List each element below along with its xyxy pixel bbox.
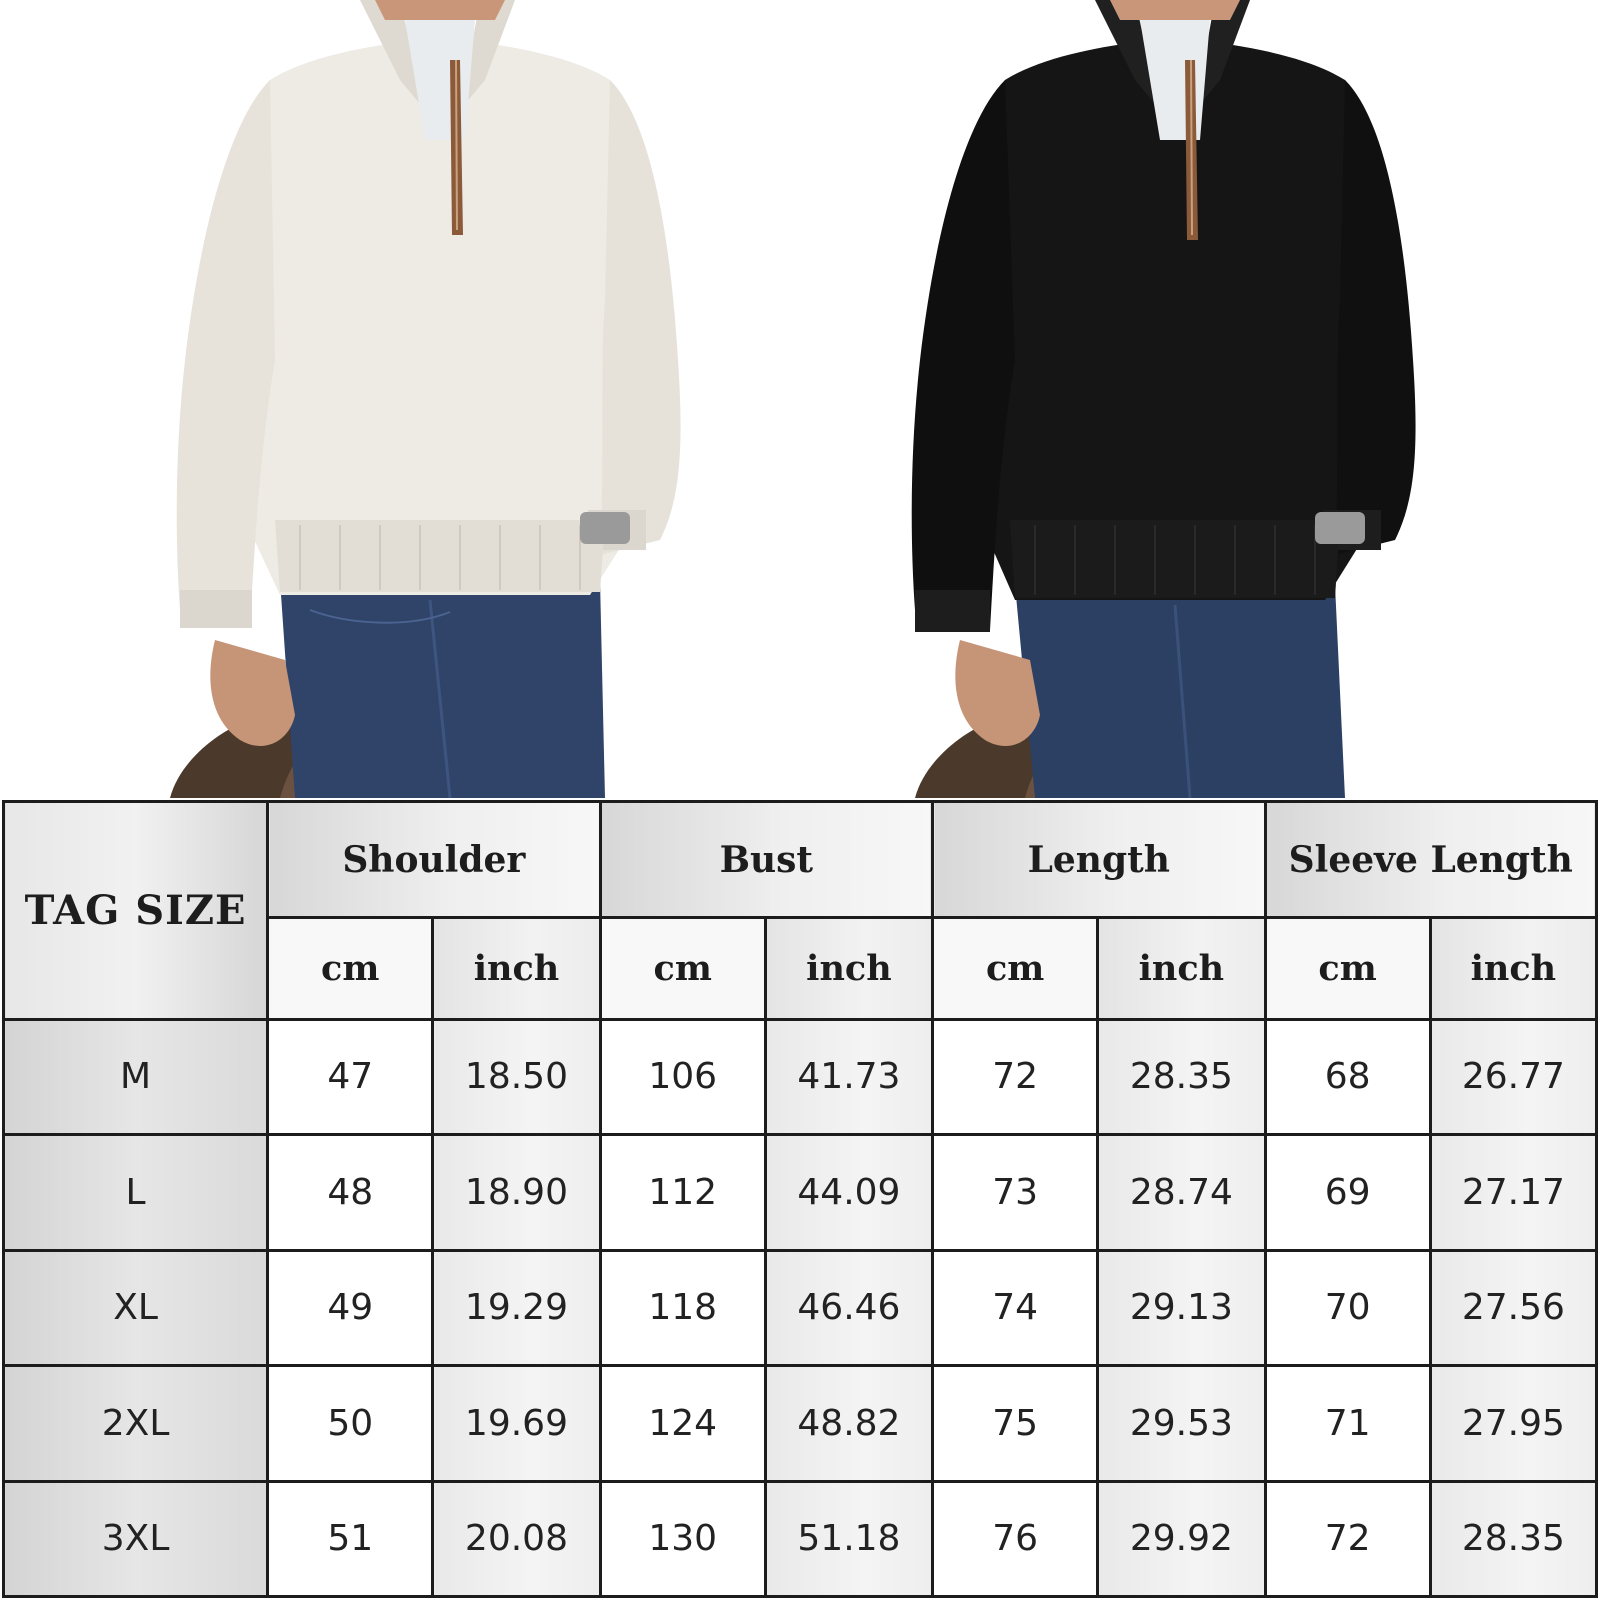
bust-inch-cell: 51.18: [763, 1479, 935, 1599]
black-sweater-photo: [911, 0, 1416, 798]
tag-size-cell: XL: [1, 1248, 270, 1368]
length-inch-cell: 28.74: [1096, 1133, 1267, 1252]
bust-cm-cell: 118: [598, 1248, 767, 1368]
shoulder-cm-cell: 47: [266, 1017, 435, 1137]
table-row: 2XL 50 19.69 124 48.82 75 29.53 71 27.95: [1, 1364, 1599, 1483]
tag-size-cell: L: [1, 1133, 270, 1252]
bust-cm-cell: 112: [598, 1133, 767, 1252]
shoulder-inch-cell: 19.29: [431, 1248, 602, 1368]
bust-cm-cell: 130: [598, 1479, 767, 1599]
sleeve-cm-cell: 70: [1263, 1248, 1432, 1368]
shoulder-cm-cell: 50: [266, 1364, 435, 1483]
tag-size-cell: 3XL: [1, 1479, 270, 1599]
length-header: Length: [931, 799, 1267, 920]
sleeve-cm-cell: 71: [1263, 1364, 1432, 1483]
length-cm-cell: 76: [931, 1479, 1100, 1599]
table-row: L 48 18.90 112 44.09 73 28.74 69 27.17: [1, 1133, 1599, 1252]
header-group-row: TAG SIZE Shoulder Bust Length Sleeve Len…: [1, 799, 1598, 1021]
bust-cm-cell: 124: [598, 1364, 767, 1483]
length-inch-cell: 28.35: [1096, 1017, 1267, 1137]
shoulder-inch-cell: 18.90: [431, 1133, 602, 1252]
table-row: M 47 18.50 106 41.73 72 28.35 68 26.77: [1, 1017, 1599, 1137]
size-table: TAG SIZE Shoulder Bust Length Sleeve Len…: [1, 799, 1599, 1599]
unit-inch-header: inch: [1096, 916, 1267, 1021]
table-row: 3XL 51 20.08 130 51.18 76 29.92 72 28.35: [1, 1479, 1599, 1599]
length-cm-cell: 75: [931, 1364, 1100, 1483]
shoulder-cm-cell: 51: [266, 1479, 435, 1599]
sleeve-inch-cell: 27.17: [1428, 1133, 1599, 1252]
shoulder-cm-cell: 49: [266, 1248, 435, 1368]
unit-cm-header: cm: [931, 916, 1100, 1021]
size-chart: TAG SIZE Shoulder Bust Length Sleeve Len…: [0, 799, 1600, 1600]
sleeve-inch-cell: 28.35: [1428, 1479, 1599, 1599]
unit-inch-header: inch: [431, 916, 602, 1021]
tag-size-cell: M: [1, 1017, 270, 1137]
bust-header: Bust: [598, 799, 935, 920]
sleeve-length-header: Sleeve Length: [1263, 799, 1598, 920]
sleeve-inch-cell: 27.95: [1428, 1364, 1599, 1483]
length-inch-cell: 29.13: [1096, 1248, 1267, 1368]
product-photos: [0, 0, 1600, 798]
white-sweater-photo: [170, 0, 681, 798]
length-cm-cell: 72: [931, 1017, 1100, 1137]
shoulder-cm-cell: 48: [266, 1133, 435, 1252]
bust-inch-cell: 48.82: [763, 1364, 935, 1483]
length-cm-cell: 73: [931, 1133, 1100, 1252]
sleeve-cm-cell: 69: [1263, 1133, 1432, 1252]
unit-inch-header: inch: [763, 916, 935, 1021]
length-inch-cell: 29.92: [1096, 1479, 1267, 1599]
sleeve-cm-cell: 72: [1263, 1479, 1432, 1599]
shoulder-inch-cell: 20.08: [431, 1479, 602, 1599]
bust-inch-cell: 41.73: [763, 1017, 935, 1137]
header-unit-row: cm inch cm inch cm inch cm inch: [4, 916, 1599, 1021]
unit-cm-header: cm: [266, 916, 435, 1021]
sleeve-inch-cell: 27.56: [1428, 1248, 1599, 1368]
bust-cm-cell: 106: [598, 1017, 767, 1137]
sleeve-cm-cell: 68: [1263, 1017, 1432, 1137]
unit-inch-header: inch: [1428, 916, 1599, 1021]
sleeve-inch-cell: 26.77: [1428, 1017, 1599, 1137]
unit-cm-header: cm: [1263, 916, 1432, 1021]
tag-size-header: TAG SIZE: [1, 800, 270, 1021]
table-row: XL 49 19.29 118 46.46 74 29.13 70 27.56: [1, 1248, 1599, 1368]
length-inch-cell: 29.53: [1096, 1364, 1267, 1483]
tag-size-cell: 2XL: [1, 1364, 270, 1483]
length-cm-cell: 74: [931, 1248, 1100, 1368]
shoulder-header: Shoulder: [266, 799, 602, 920]
bust-inch-cell: 46.46: [763, 1248, 935, 1368]
shoulder-inch-cell: 19.69: [431, 1364, 602, 1483]
bust-inch-cell: 44.09: [763, 1133, 935, 1252]
shoulder-inch-cell: 18.50: [431, 1017, 602, 1137]
unit-cm-header: cm: [598, 916, 767, 1021]
